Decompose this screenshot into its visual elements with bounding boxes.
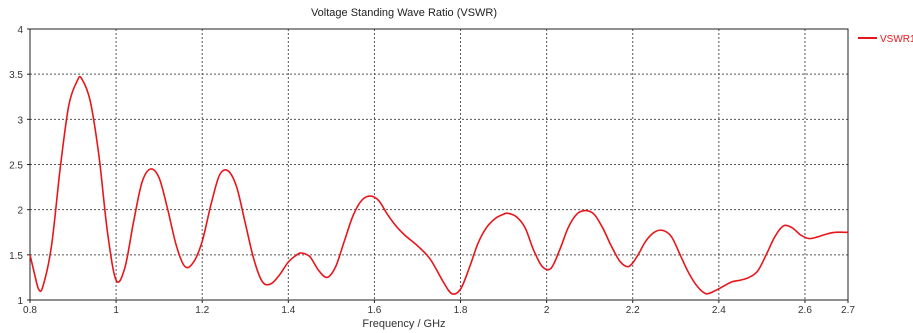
legend[interactable]: VSWR1 xyxy=(858,34,913,45)
x-tick-label: 1.6 xyxy=(367,305,381,316)
legend-label-vswr1: VSWR1 xyxy=(880,34,913,45)
y-tick-label: 1 xyxy=(17,296,23,307)
y-axis-ticks: 1 1.5 2 2.5 3 3.5 4 xyxy=(9,25,30,307)
y-tick-label: 4 xyxy=(17,25,23,36)
y-tick-label: 1.5 xyxy=(9,251,23,262)
x-tick-label: 0.8 xyxy=(23,305,37,316)
y-tick-label: 2.5 xyxy=(9,161,23,172)
x-tick-label: 1 xyxy=(113,305,119,316)
chart-title: Voltage Standing Wave Ratio (VSWR) xyxy=(311,7,497,19)
series-group xyxy=(29,75,848,295)
x-tick-label: 2.6 xyxy=(798,305,812,316)
x-axis-ticks: 0.8 1 1.2 1.4 1.6 1.8 2 2.2 2.4 2.6 2.7 xyxy=(23,300,855,316)
x-tick-label: 2 xyxy=(544,305,550,316)
x-axis-label: Frequency / GHz xyxy=(362,318,445,330)
x-tick-label: 1.2 xyxy=(195,305,209,316)
x-tick-label: 2.4 xyxy=(712,305,726,316)
y-tick-label: 2 xyxy=(17,206,23,217)
x-tick-label: 2.7 xyxy=(841,305,855,316)
x-tick-label: 2.2 xyxy=(626,305,640,316)
x-tick-label: 1.8 xyxy=(454,305,468,316)
series-line-vswr1[interactable] xyxy=(29,75,848,295)
y-tick-label: 3 xyxy=(17,115,23,126)
grid xyxy=(30,29,848,300)
y-tick-label: 3.5 xyxy=(9,70,23,81)
x-tick-label: 1.4 xyxy=(281,305,295,316)
